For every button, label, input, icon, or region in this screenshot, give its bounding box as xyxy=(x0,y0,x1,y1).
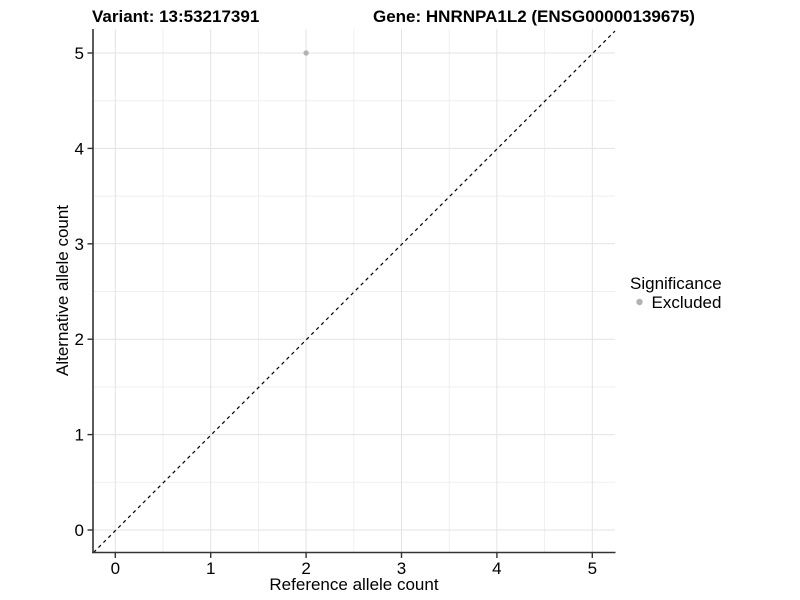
gene-title: Gene: HNRNPA1L2 (ENSG00000139675) xyxy=(373,7,695,26)
x-tick-labels: 0 1 2 3 4 5 xyxy=(111,559,597,578)
y-tick-label: 1 xyxy=(75,426,84,445)
y-axis-title: Alternative allele count xyxy=(53,205,72,376)
y-tick-labels: 0 1 2 3 4 5 xyxy=(75,44,84,540)
data-point-excluded xyxy=(303,50,309,56)
x-tick-label: 4 xyxy=(492,559,501,578)
y-tick-label: 3 xyxy=(75,235,84,254)
x-tick-label: 5 xyxy=(588,559,597,578)
x-axis-title: Reference allele count xyxy=(269,575,438,594)
x-tick-label: 2 xyxy=(301,559,310,578)
legend-label-excluded: Excluded xyxy=(652,293,722,312)
x-tick-label: 1 xyxy=(206,559,215,578)
legend: Significance Excluded xyxy=(630,274,722,312)
legend-key-excluded-icon xyxy=(636,298,643,306)
major-gridlines xyxy=(93,29,615,553)
x-tick-label: 3 xyxy=(397,559,406,578)
y-tick-label: 5 xyxy=(75,44,84,63)
variant-title: Variant: 13:53217391 xyxy=(92,7,259,26)
y-tick-label: 2 xyxy=(75,330,84,349)
y-tick-label: 0 xyxy=(75,521,84,540)
minor-gridlines xyxy=(93,29,615,553)
y-tick-label: 4 xyxy=(75,139,84,158)
x-tick-label: 0 xyxy=(111,559,120,578)
legend-title: Significance xyxy=(630,274,722,293)
y-tick-marks xyxy=(87,52,93,531)
x-tick-marks xyxy=(114,553,593,558)
